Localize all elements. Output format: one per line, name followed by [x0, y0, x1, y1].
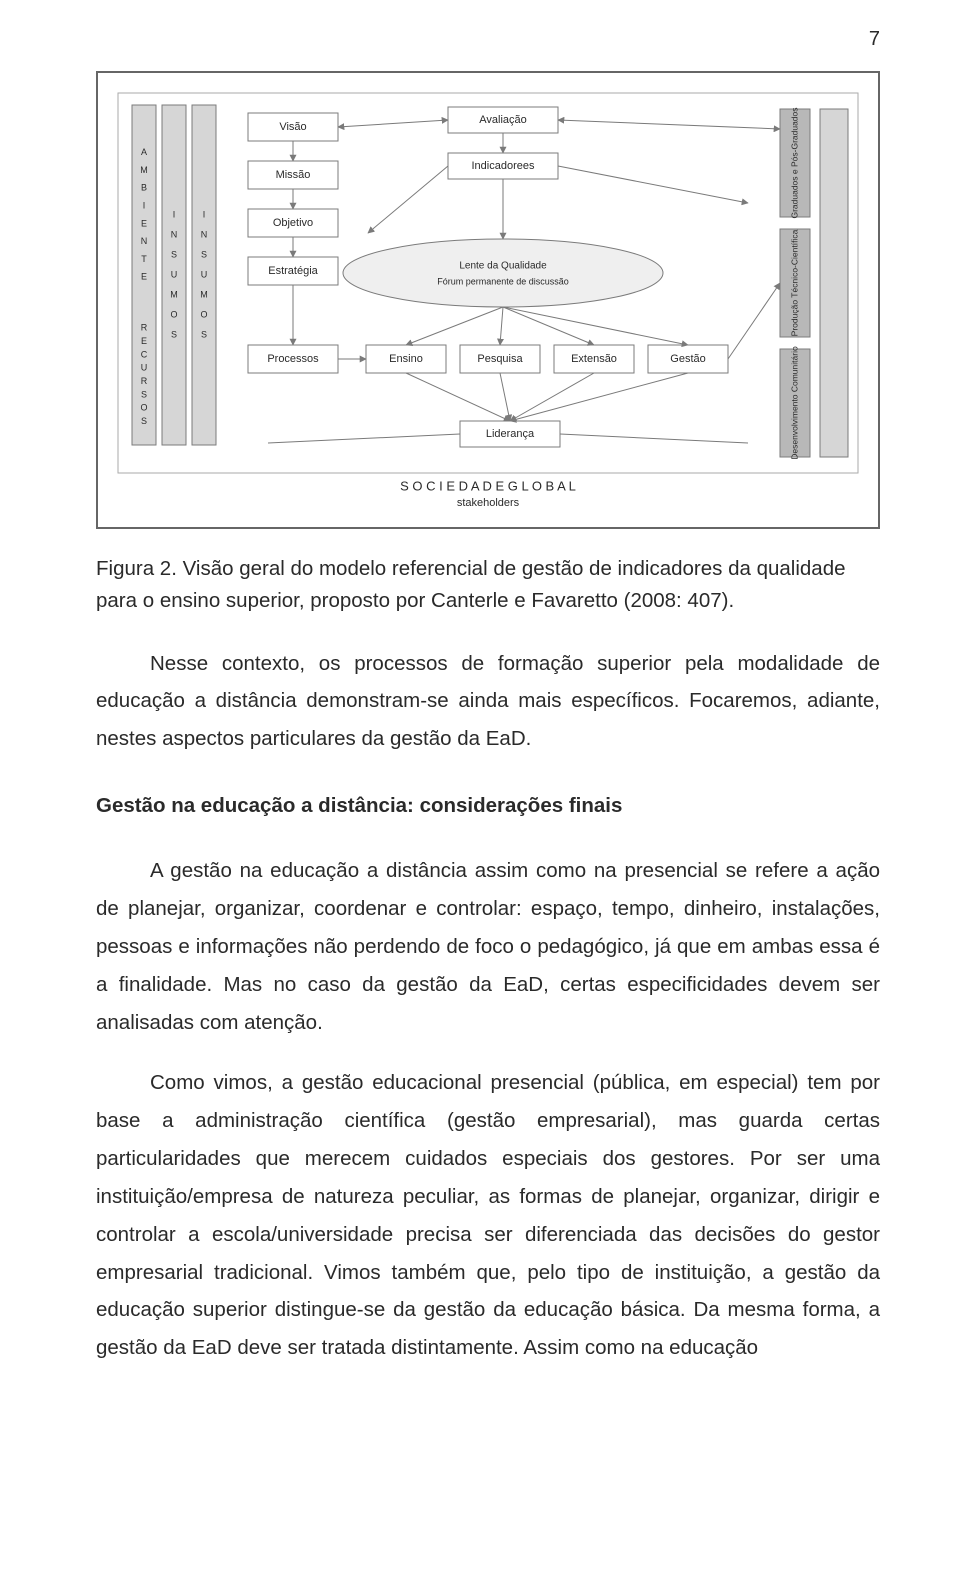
svg-text:I: I: [173, 209, 176, 219]
svg-text:Indicadorees: Indicadorees: [472, 160, 535, 172]
svg-text:E: E: [141, 272, 147, 282]
svg-text:S: S: [201, 329, 207, 339]
svg-text:Fórum permanente de discussão: Fórum permanente de discussão: [437, 276, 569, 286]
page: 7 AMBIENTERECURSOSINSUMOSINSUMOSVisãoMis…: [0, 0, 960, 1367]
svg-text:E: E: [141, 218, 147, 228]
svg-text:Gestão: Gestão: [670, 353, 705, 365]
paragraph-1: Nesse contexto, os processos de formação…: [96, 645, 880, 759]
svg-text:M: M: [170, 289, 178, 299]
svg-text:R: R: [141, 376, 148, 386]
svg-text:B: B: [141, 183, 147, 193]
paragraph-2: A gestão na educação a distância assim c…: [96, 852, 880, 1042]
svg-text:S: S: [141, 389, 147, 399]
svg-text:I: I: [203, 209, 206, 219]
svg-text:S: S: [171, 329, 177, 339]
svg-text:U: U: [171, 269, 178, 279]
svg-text:Processos: Processos: [267, 353, 319, 365]
svg-text:Pesquisa: Pesquisa: [477, 353, 523, 365]
svg-text:T: T: [141, 254, 147, 264]
svg-text:R: R: [141, 323, 148, 333]
svg-text:Objetivo: Objetivo: [273, 217, 313, 229]
svg-text:Lente da Qualidade: Lente da Qualidade: [459, 261, 547, 272]
svg-text:Missão: Missão: [276, 169, 311, 181]
figure-caption: Figura 2. Visão geral do modelo referenc…: [96, 553, 880, 617]
svg-text:Extensão: Extensão: [571, 353, 617, 365]
svg-text:M: M: [140, 165, 148, 175]
svg-text:Produção Técnico-Científica: Produção Técnico-Científica: [789, 229, 799, 336]
paragraph-3: Como vimos, a gestão educacional presenc…: [96, 1064, 880, 1367]
section-heading: Gestão na educação a distância: consider…: [96, 794, 880, 818]
svg-text:M: M: [200, 289, 208, 299]
svg-text:A: A: [141, 147, 147, 157]
svg-text:S: S: [201, 249, 207, 259]
svg-text:Desenvolvimento Comunitário: Desenvolvimento Comunitário: [789, 346, 799, 460]
svg-text:S O C I E D A D E G L O B A: S O C I E D A D E G L O B A L: [400, 478, 576, 493]
svg-text:Liderança: Liderança: [486, 428, 535, 440]
svg-text:Ensino: Ensino: [389, 353, 423, 365]
page-number: 7: [96, 28, 880, 51]
svg-text:O: O: [200, 309, 207, 319]
svg-text:N: N: [141, 236, 148, 246]
svg-text:N: N: [171, 229, 178, 239]
svg-text:Visão: Visão: [279, 121, 306, 133]
svg-text:O: O: [140, 403, 147, 413]
svg-text:S: S: [171, 249, 177, 259]
svg-text:Estratégia: Estratégia: [268, 265, 318, 277]
svg-text:S: S: [141, 416, 147, 426]
svg-text:O: O: [170, 309, 177, 319]
svg-text:stakeholders: stakeholders: [457, 497, 520, 509]
figure-diagram: AMBIENTERECURSOSINSUMOSINSUMOSVisãoMissã…: [108, 83, 868, 513]
svg-text:I: I: [143, 200, 146, 210]
svg-text:U: U: [201, 269, 208, 279]
figure-container: AMBIENTERECURSOSINSUMOSINSUMOSVisãoMissã…: [96, 71, 880, 529]
svg-text:E: E: [141, 336, 147, 346]
svg-text:N: N: [201, 229, 208, 239]
svg-text:Avaliação: Avaliação: [479, 114, 527, 126]
svg-text:C: C: [141, 349, 148, 359]
svg-text:Graduados e Pós-Graduados: Graduados e Pós-Graduados: [789, 107, 799, 218]
svg-text:U: U: [141, 363, 148, 373]
